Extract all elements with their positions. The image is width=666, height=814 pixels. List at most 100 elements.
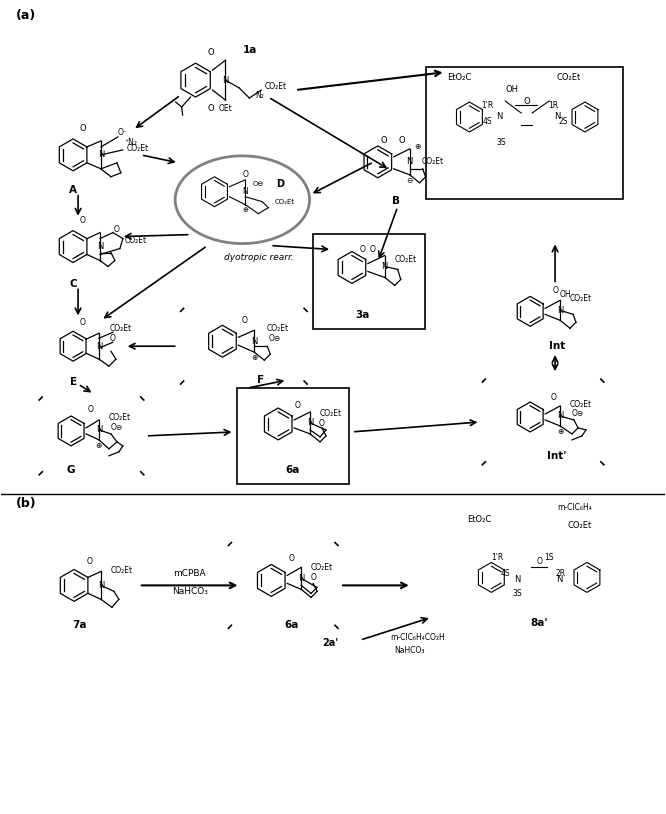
Text: 6a: 6a <box>284 620 298 630</box>
Text: 3S: 3S <box>512 589 522 597</box>
Text: N: N <box>557 306 563 315</box>
Text: 8a': 8a' <box>530 619 548 628</box>
Text: 1S: 1S <box>544 553 554 562</box>
Text: OH: OH <box>505 85 519 94</box>
Text: CO₂Et: CO₂Et <box>127 144 149 153</box>
Text: CO₂Et: CO₂Et <box>422 157 444 166</box>
Text: OEt: OEt <box>218 103 232 112</box>
Text: 1'R: 1'R <box>492 553 503 562</box>
Text: N: N <box>406 157 413 166</box>
Text: ⊕: ⊕ <box>242 207 248 212</box>
Text: mCPBA: mCPBA <box>173 569 206 578</box>
Text: O: O <box>80 125 87 133</box>
Text: ⊕: ⊕ <box>96 441 102 450</box>
Text: m-ClC₆H₄CO₂H: m-ClC₆H₄CO₂H <box>390 632 444 641</box>
Text: CO₂Et: CO₂Et <box>311 563 333 572</box>
Text: O: O <box>207 103 214 112</box>
Text: ⊕: ⊕ <box>251 352 258 361</box>
Text: N: N <box>98 581 104 590</box>
Text: 3a: 3a <box>356 310 370 321</box>
Text: EtO₂C: EtO₂C <box>448 72 472 81</box>
Text: 1a: 1a <box>243 46 258 55</box>
Text: A: A <box>69 185 77 195</box>
Text: N: N <box>514 575 520 584</box>
Text: CO₂Et: CO₂Et <box>266 324 288 333</box>
Text: ⊕: ⊕ <box>557 427 563 436</box>
Text: :: : <box>99 344 102 354</box>
Text: CO₂Et: CO₂Et <box>110 324 132 333</box>
Text: ⁺N₂: ⁺N₂ <box>125 138 138 147</box>
Text: 2a': 2a' <box>322 638 338 648</box>
Text: OH: OH <box>560 290 571 299</box>
Text: CO₂Et: CO₂Et <box>111 566 133 575</box>
Text: N: N <box>298 574 304 583</box>
Text: NaHCO₃: NaHCO₃ <box>172 587 208 596</box>
Text: O: O <box>88 405 94 414</box>
Text: D: D <box>276 179 284 189</box>
Text: 3S: 3S <box>496 138 506 147</box>
Text: E: E <box>69 377 77 387</box>
Ellipse shape <box>175 155 310 243</box>
Text: O: O <box>370 245 376 254</box>
Bar <box>237 388 349 484</box>
Text: O⊖: O⊖ <box>572 409 584 418</box>
Text: CO₂Et: CO₂Et <box>395 255 417 264</box>
Text: O⁻: O⁻ <box>118 129 128 138</box>
Text: 6a: 6a <box>285 465 299 475</box>
Text: O: O <box>87 557 93 566</box>
Text: CO₂Et: CO₂Et <box>557 72 581 81</box>
Text: 1'R: 1'R <box>482 101 494 110</box>
Text: O: O <box>80 217 86 225</box>
Text: 4S: 4S <box>500 569 510 578</box>
Text: CO₂Et: CO₂Et <box>274 199 294 204</box>
Text: N: N <box>96 342 102 351</box>
Text: Int: Int <box>549 341 565 351</box>
Text: O⊖: O⊖ <box>252 181 264 186</box>
Text: Int': Int' <box>547 451 567 461</box>
Text: N: N <box>557 411 563 421</box>
Text: dyotropic rearr.: dyotropic rearr. <box>224 253 294 262</box>
Text: CO₂Et: CO₂Et <box>567 521 591 530</box>
Text: O: O <box>288 554 294 563</box>
Text: CO₂Et: CO₂Et <box>125 236 147 245</box>
Text: N: N <box>98 151 104 160</box>
Text: NaHCO₃: NaHCO₃ <box>395 646 426 654</box>
Text: EtO₂C: EtO₂C <box>468 515 492 524</box>
Text: N: N <box>496 112 502 121</box>
Text: 1R: 1R <box>548 101 558 110</box>
Text: N: N <box>382 262 388 271</box>
Text: m-ClC₆H₄: m-ClC₆H₄ <box>557 503 592 512</box>
Text: N: N <box>251 337 258 346</box>
Text: CO₂Et: CO₂Et <box>109 414 131 422</box>
Text: (a): (a) <box>17 9 37 22</box>
Text: 2S: 2S <box>558 117 568 126</box>
Text: O: O <box>524 97 531 106</box>
Text: CO₂Et: CO₂Et <box>264 81 286 90</box>
Text: 7a: 7a <box>72 620 87 630</box>
Text: ⊕: ⊕ <box>414 142 421 151</box>
Text: N: N <box>96 426 102 435</box>
Text: O: O <box>360 245 366 254</box>
Text: O: O <box>550 392 556 401</box>
Text: B: B <box>392 195 400 206</box>
Text: 4S: 4S <box>483 117 492 126</box>
Text: N₂: N₂ <box>255 90 264 99</box>
Text: O: O <box>207 48 214 57</box>
Text: O: O <box>536 557 542 566</box>
Text: N: N <box>222 76 228 85</box>
Text: O: O <box>242 316 247 325</box>
Text: F: F <box>256 375 264 385</box>
Text: CO₂Et: CO₂Et <box>570 294 592 303</box>
Text: O: O <box>242 170 248 179</box>
Text: O: O <box>80 317 86 326</box>
Text: N: N <box>242 187 248 196</box>
Text: O: O <box>319 419 325 428</box>
Text: O: O <box>110 334 116 343</box>
Text: G: G <box>67 465 75 475</box>
Text: (b): (b) <box>17 497 37 510</box>
Text: 2R: 2R <box>556 569 566 578</box>
Text: N: N <box>307 418 313 427</box>
Text: O: O <box>552 286 558 295</box>
Text: C: C <box>69 279 77 290</box>
Text: N: N <box>97 242 103 251</box>
